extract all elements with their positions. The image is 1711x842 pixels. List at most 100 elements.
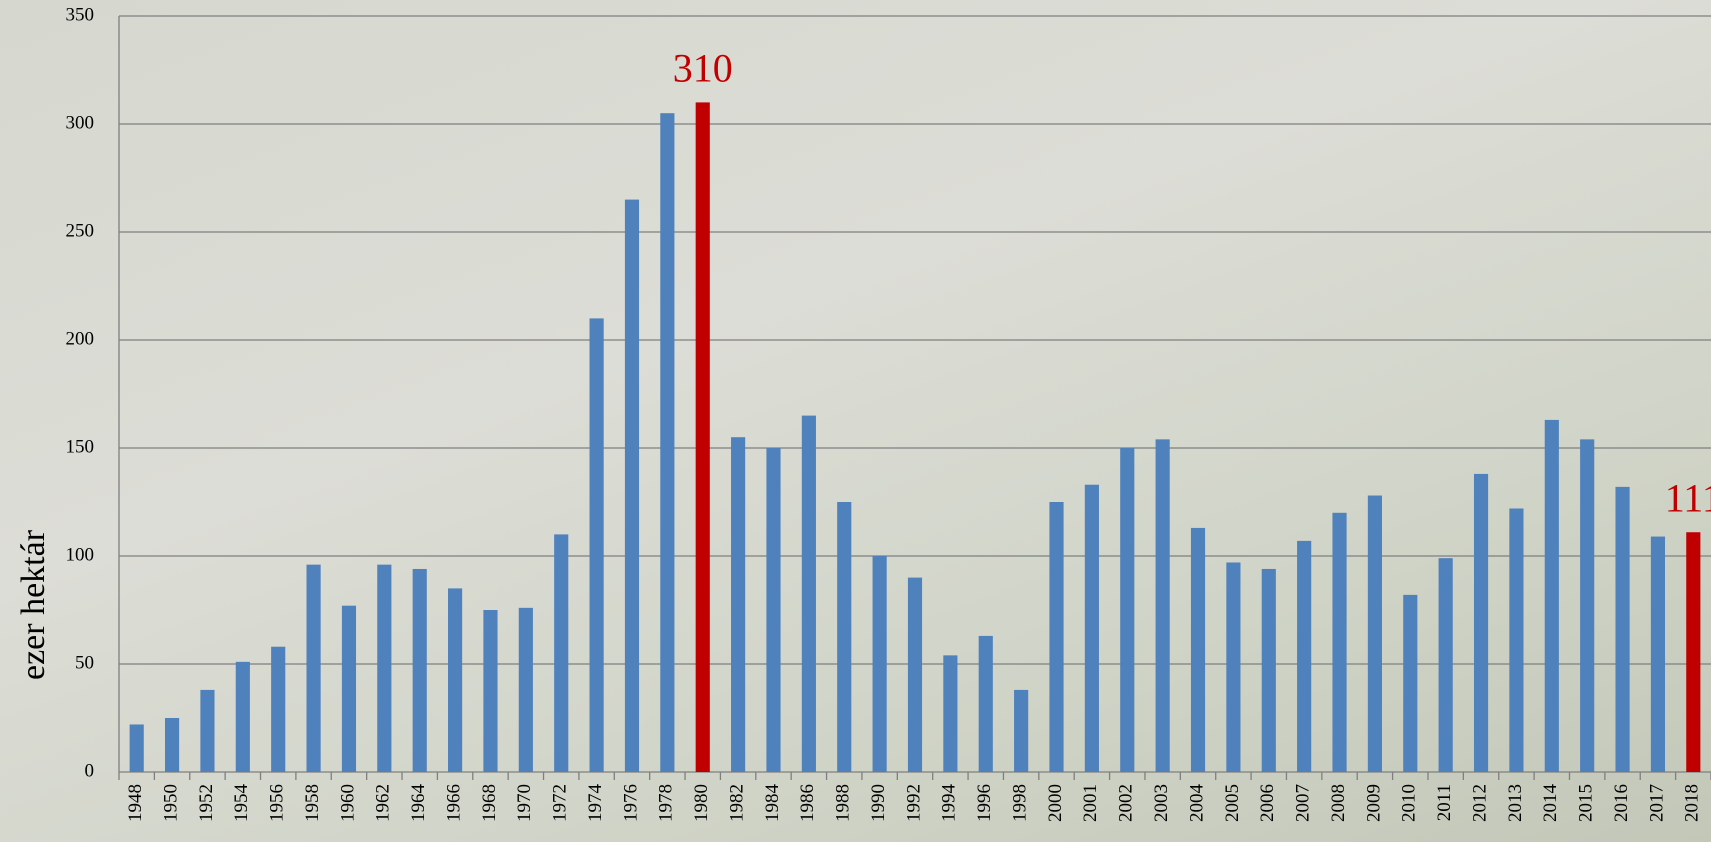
- bar: [1262, 569, 1276, 772]
- x-tick-label: 1966: [443, 784, 464, 822]
- data-label: 111: [1665, 475, 1711, 520]
- x-tick-label: 1988: [833, 784, 854, 822]
- y-tick-label: 0: [85, 760, 95, 781]
- bar: [1651, 537, 1665, 772]
- bar: [307, 565, 321, 772]
- x-tick-label: 2004: [1186, 784, 1207, 823]
- x-tick-label: 2014: [1540, 784, 1561, 823]
- x-tick-label: 1948: [125, 784, 146, 822]
- x-tick-label: 2017: [1646, 784, 1667, 822]
- bar: [625, 200, 639, 772]
- bar: [766, 448, 780, 772]
- x-tick-label: 1994: [939, 784, 960, 823]
- y-tick-label: 300: [66, 112, 95, 133]
- bar: [483, 610, 497, 772]
- x-tick-label: 1956: [267, 784, 288, 822]
- bar: [165, 718, 179, 772]
- x-tick-label: 2012: [1469, 784, 1490, 822]
- x-tick-label: 1970: [514, 784, 535, 822]
- x-tick-label: 1960: [337, 784, 358, 822]
- x-tick-label: 2005: [1222, 784, 1243, 822]
- x-tick-label: 1972: [550, 784, 571, 822]
- x-tick-label: 1974: [585, 784, 606, 823]
- bar: [1085, 485, 1099, 772]
- y-axis-label: ezer hektár: [15, 529, 52, 680]
- x-tick-label: 1986: [797, 784, 818, 822]
- x-tick-label: 2013: [1505, 784, 1526, 822]
- data-label: 310: [673, 46, 733, 91]
- bar: [1615, 487, 1629, 772]
- x-tick-label: 2000: [1045, 784, 1066, 822]
- bar: [1014, 690, 1028, 772]
- bar: [1509, 508, 1523, 772]
- y-tick-label: 100: [66, 544, 95, 565]
- x-tick-label: 1992: [903, 784, 924, 822]
- x-tick-label: 1968: [479, 784, 500, 822]
- bar: [200, 690, 214, 772]
- y-tick-label: 50: [75, 652, 94, 673]
- x-tick-label: 1976: [620, 784, 641, 822]
- x-tick-label: 1998: [1009, 784, 1030, 822]
- x-tick-label: 1982: [726, 784, 747, 822]
- bar: [696, 102, 710, 772]
- bar: [1226, 562, 1240, 772]
- bar: [271, 647, 285, 772]
- bar: [377, 565, 391, 772]
- bar: [1191, 528, 1205, 772]
- y-tick-label: 250: [66, 220, 95, 241]
- bar: [1439, 558, 1453, 772]
- bar: [1120, 448, 1134, 772]
- x-tick-label: 2010: [1399, 784, 1420, 822]
- x-tick-label: 1990: [868, 784, 889, 822]
- y-tick-label: 150: [66, 436, 95, 457]
- bar: [1403, 595, 1417, 772]
- bar: [1332, 513, 1346, 772]
- bar: [413, 569, 427, 772]
- bar: [342, 606, 356, 772]
- x-tick-label: 2001: [1080, 784, 1101, 822]
- x-tick-label: 1996: [974, 784, 995, 822]
- x-tick-label: 1954: [231, 784, 252, 823]
- bar: [908, 578, 922, 772]
- x-tick-label: 1984: [762, 784, 783, 823]
- bar: [873, 556, 887, 772]
- x-tick-label: 2003: [1151, 784, 1172, 822]
- x-tick-label: 1980: [691, 784, 712, 822]
- bar: [802, 416, 816, 772]
- bar: [448, 588, 462, 772]
- bar: [1580, 439, 1594, 772]
- x-tick-label: 1978: [656, 784, 677, 822]
- x-tick-label: 2002: [1116, 784, 1137, 822]
- bar: [1368, 496, 1382, 772]
- bar: [554, 534, 568, 772]
- x-tick-label: 1958: [302, 784, 323, 822]
- bar: [1297, 541, 1311, 772]
- bar: [1686, 532, 1700, 772]
- x-tick-label: 2011: [1434, 784, 1455, 821]
- bar: [236, 662, 250, 772]
- bar: [1156, 439, 1170, 772]
- x-tick-label: 1950: [160, 784, 181, 822]
- bar: [731, 437, 745, 772]
- bar: [519, 608, 533, 772]
- x-tick-label: 2016: [1611, 784, 1632, 822]
- x-tick-label: 2006: [1257, 784, 1278, 822]
- x-tick-label: 2009: [1363, 784, 1384, 822]
- bar: [943, 655, 957, 772]
- bar: [1474, 474, 1488, 772]
- bar: [130, 724, 144, 772]
- x-tick-label: 2018: [1682, 784, 1703, 822]
- x-tick-label: 2007: [1293, 784, 1314, 822]
- x-tick-label: 1964: [408, 784, 429, 823]
- bar: [979, 636, 993, 772]
- bar: [837, 502, 851, 772]
- bar: [1545, 420, 1559, 772]
- y-tick-label: 200: [66, 328, 95, 349]
- x-tick-label: 2008: [1328, 784, 1349, 822]
- x-tick-label: 2015: [1576, 784, 1597, 822]
- x-tick-label: 1952: [196, 784, 217, 822]
- chart: ezer hektár 0 50 100 150 200 250 300 350 1948 195…: [0, 0, 1711, 842]
- bar: [590, 318, 604, 772]
- bar: [1049, 502, 1063, 772]
- y-tick-label: 350: [66, 4, 95, 25]
